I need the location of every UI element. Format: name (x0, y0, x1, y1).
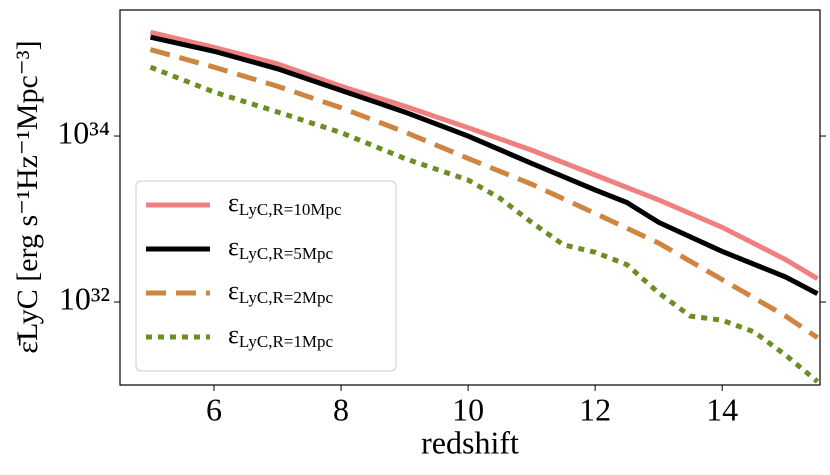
x-tick-label: 14 (706, 391, 738, 427)
series-line (149, 34, 819, 296)
legend-label: εLyC,R=10Mpc (228, 188, 342, 219)
plot-lines (149, 29, 820, 384)
legend-box (135, 180, 397, 372)
x-tick-label: 6 (206, 391, 222, 427)
series-line (149, 47, 819, 340)
y-tick-label: 10³⁴ (57, 114, 110, 150)
series-line (149, 29, 819, 281)
y-tick-label: 10³² (59, 280, 110, 316)
x-axis-label: redshift (421, 424, 519, 460)
legend-label: εLyC,R=2Mpc (228, 276, 333, 307)
x-tick-label: 10 (452, 391, 484, 427)
plot-frame (119, 9, 821, 386)
y-axis-label: ε̄LyC [erg s⁻¹Hz⁻¹Mpc⁻³] (11, 40, 44, 353)
legend-label: εLyC,R=5Mpc (228, 232, 333, 263)
legend-label: εLyC,R=1Mpc (228, 320, 333, 351)
x-tick-label: 12 (579, 391, 611, 427)
x-tick-label: 8 (333, 391, 349, 427)
